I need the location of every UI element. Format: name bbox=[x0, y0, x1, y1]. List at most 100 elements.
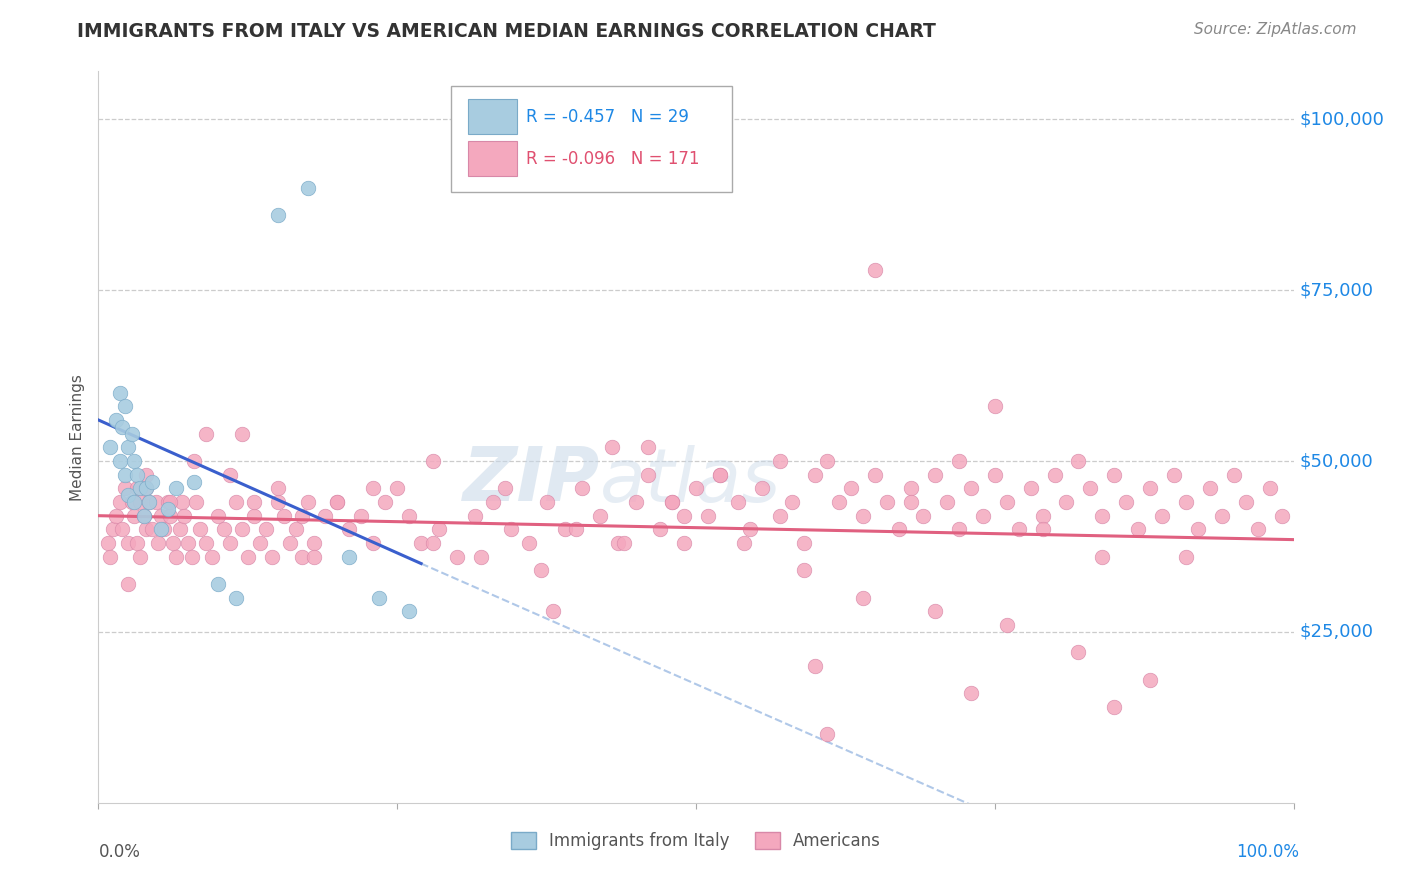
Point bbox=[97, 536, 120, 550]
Point bbox=[733, 536, 755, 550]
Point bbox=[960, 686, 983, 700]
Point bbox=[697, 508, 720, 523]
Point bbox=[121, 426, 143, 441]
Point bbox=[117, 488, 139, 502]
Point bbox=[1091, 508, 1114, 523]
Point bbox=[169, 522, 191, 536]
Point bbox=[960, 481, 983, 495]
Point bbox=[541, 604, 564, 618]
Point bbox=[661, 495, 683, 509]
Point bbox=[180, 549, 202, 564]
Point bbox=[1019, 481, 1042, 495]
Point bbox=[183, 475, 205, 489]
Point bbox=[260, 549, 283, 564]
Point bbox=[153, 522, 176, 536]
Point bbox=[124, 454, 146, 468]
Point bbox=[111, 522, 134, 536]
FancyBboxPatch shape bbox=[468, 99, 517, 135]
Point bbox=[661, 495, 683, 509]
Point bbox=[398, 508, 420, 523]
Point bbox=[188, 522, 211, 536]
Point bbox=[494, 481, 516, 495]
Point bbox=[1067, 645, 1090, 659]
Point bbox=[145, 495, 167, 509]
Point bbox=[207, 577, 229, 591]
Point bbox=[422, 454, 444, 468]
Point bbox=[481, 495, 505, 509]
Point bbox=[1091, 549, 1114, 564]
Point bbox=[129, 481, 152, 495]
Point bbox=[302, 536, 325, 550]
Point bbox=[1043, 467, 1066, 482]
Legend: Immigrants from Italy, Americans: Immigrants from Italy, Americans bbox=[505, 825, 887, 856]
Point bbox=[852, 508, 875, 523]
Point bbox=[231, 426, 253, 441]
Point bbox=[589, 508, 612, 523]
Text: $50,000: $50,000 bbox=[1299, 452, 1374, 470]
Point bbox=[427, 522, 450, 536]
Point bbox=[1223, 467, 1246, 482]
Point bbox=[900, 495, 922, 509]
Point bbox=[1056, 495, 1078, 509]
Point bbox=[363, 481, 385, 495]
Point bbox=[117, 440, 139, 454]
Point bbox=[98, 440, 122, 454]
Point bbox=[267, 495, 290, 509]
Point bbox=[751, 481, 773, 495]
Point bbox=[948, 522, 970, 536]
Point bbox=[911, 508, 934, 523]
Text: ZIP: ZIP bbox=[463, 444, 600, 517]
Point bbox=[709, 467, 731, 482]
Point bbox=[517, 536, 540, 550]
Point bbox=[499, 522, 522, 536]
Point bbox=[972, 508, 994, 523]
Point bbox=[135, 481, 157, 495]
Point bbox=[1128, 522, 1150, 536]
Point bbox=[125, 481, 148, 495]
Point bbox=[924, 467, 946, 482]
Point bbox=[339, 522, 361, 536]
FancyBboxPatch shape bbox=[451, 86, 733, 192]
Point bbox=[536, 495, 558, 509]
Point bbox=[129, 495, 152, 509]
Point bbox=[105, 508, 128, 523]
Point bbox=[1175, 549, 1198, 564]
Point bbox=[1247, 522, 1270, 536]
Point bbox=[1139, 481, 1161, 495]
Point bbox=[273, 508, 295, 523]
Point bbox=[1104, 467, 1126, 482]
Point bbox=[149, 522, 172, 536]
Point bbox=[852, 591, 875, 605]
Point bbox=[114, 481, 136, 495]
Point bbox=[124, 495, 146, 509]
Point bbox=[326, 495, 349, 509]
Point bbox=[1258, 481, 1281, 495]
Point bbox=[278, 536, 301, 550]
Point bbox=[243, 508, 266, 523]
Point bbox=[129, 549, 152, 564]
Point bbox=[117, 577, 139, 591]
Point bbox=[685, 481, 707, 495]
Point bbox=[793, 536, 815, 550]
Point bbox=[201, 549, 224, 564]
Point bbox=[339, 549, 361, 564]
Point bbox=[464, 508, 486, 523]
Point bbox=[637, 467, 659, 482]
Point bbox=[108, 454, 131, 468]
Point bbox=[1139, 673, 1161, 687]
Point bbox=[236, 549, 259, 564]
Point bbox=[530, 563, 553, 577]
Point bbox=[162, 536, 184, 550]
Point bbox=[302, 549, 325, 564]
Point bbox=[793, 563, 815, 577]
Point bbox=[571, 481, 593, 495]
Point bbox=[780, 495, 803, 509]
Point bbox=[138, 495, 160, 509]
Point bbox=[1104, 700, 1126, 714]
Point bbox=[254, 522, 277, 536]
Point bbox=[738, 522, 761, 536]
Point bbox=[613, 536, 636, 550]
Point bbox=[768, 508, 790, 523]
Point bbox=[207, 508, 229, 523]
Point bbox=[124, 508, 146, 523]
